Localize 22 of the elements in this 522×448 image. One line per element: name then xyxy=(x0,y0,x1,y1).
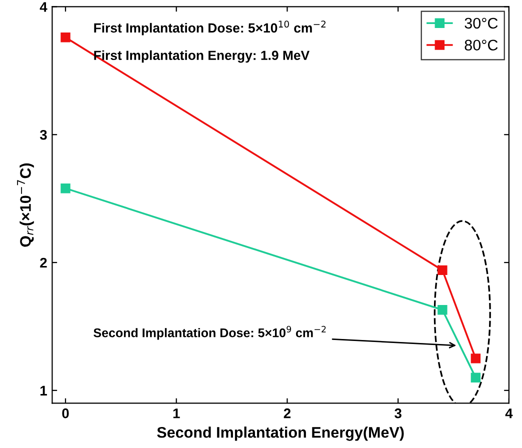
x-tick-label: 4 xyxy=(505,408,513,418)
point xyxy=(438,265,448,276)
y-axis-title: Q$_{rr}$(×10$^{−7}$C) xyxy=(17,163,34,247)
legend-label: 80°C xyxy=(464,40,498,51)
y-tick-label: 4 xyxy=(40,2,48,12)
x-tick-label: 0 xyxy=(62,408,69,418)
point xyxy=(470,354,481,364)
point xyxy=(470,372,481,382)
point xyxy=(60,183,70,194)
y-tick-label: 2 xyxy=(40,258,47,268)
x-axis-title: Second Implantation Energy(MeV) xyxy=(157,426,404,441)
annotation: First Implantation Dose: 5×10$^{10}$ cm$^{−2}$ xyxy=(94,20,326,36)
point xyxy=(438,304,448,315)
annotation: First Implantation Energy: 1.9 MeV xyxy=(94,50,310,63)
point xyxy=(60,32,70,42)
x-tick-label: 2 xyxy=(284,408,291,418)
y-tick-label: 3 xyxy=(40,130,47,140)
x-tick-label: 1 xyxy=(173,408,180,418)
x-tick-label: 3 xyxy=(394,408,402,418)
y-tick-label: 1 xyxy=(40,386,47,396)
annotation: Second Implantation Dose: 5×10$^{9}$ cm$^{−2}$ xyxy=(94,326,326,340)
legend-label: 30°C xyxy=(464,18,498,29)
